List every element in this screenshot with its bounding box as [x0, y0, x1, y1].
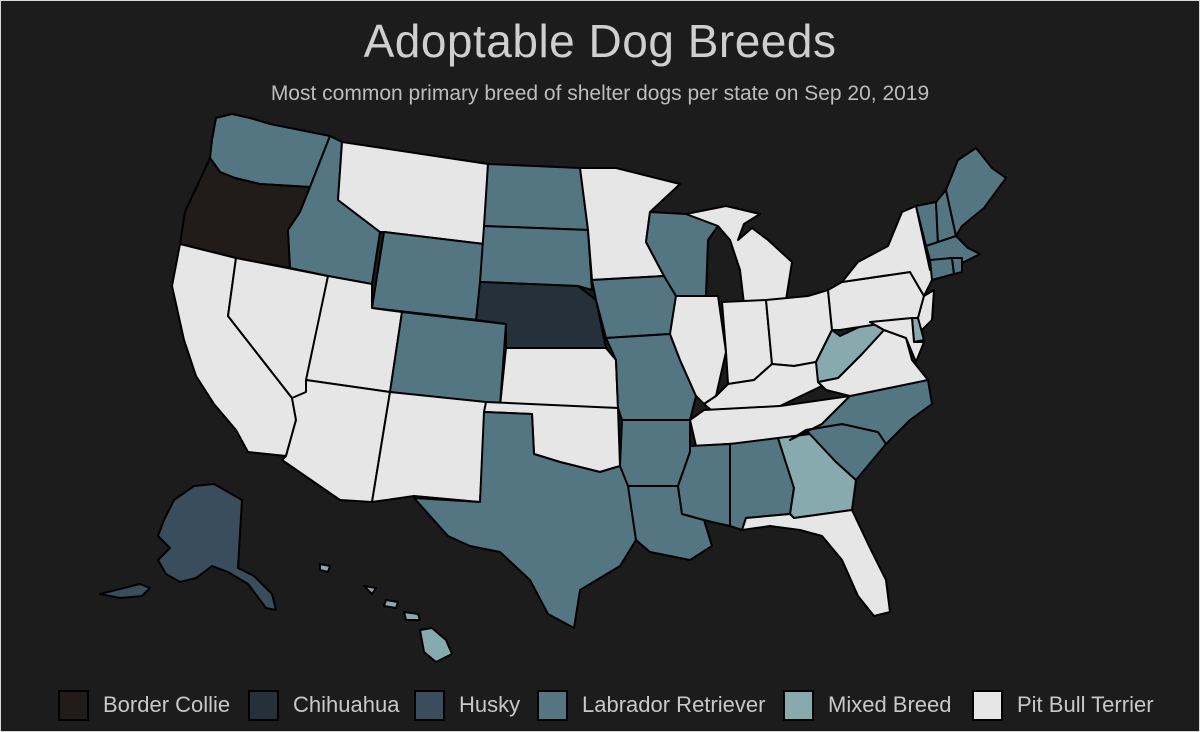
legend-swatch [972, 689, 1003, 721]
map-subtitle: Most common primary breed of shelter dog… [270, 82, 930, 105]
legend-swatch [414, 689, 445, 721]
state-ar [619, 419, 691, 487]
state-hi [319, 563, 453, 663]
state-fl [741, 509, 891, 617]
state-co [389, 311, 507, 407]
legend-item-labrador-retriever: Labrador Retriever [537, 688, 765, 722]
legend: Border Collie Chihuahua Husky Labrador R… [0, 680, 1200, 730]
legend-swatch [783, 689, 814, 721]
state-ak [99, 483, 277, 611]
state-nm [371, 391, 487, 503]
legend-item-mixed-breed: Mixed Breed [783, 688, 952, 722]
state-ia [591, 275, 677, 339]
legend-swatch [537, 689, 568, 721]
state-wy [371, 231, 485, 321]
map-title: Adoptable Dog Breeds [363, 15, 837, 67]
legend-item-pit-bull-terrier: Pit Bull Terrier [972, 688, 1154, 722]
state-mi [685, 205, 793, 305]
legend-swatch [248, 689, 279, 721]
state-ri [951, 257, 963, 275]
state-nd [483, 163, 589, 231]
state-sd [479, 225, 593, 291]
state-me [945, 147, 1007, 237]
state-tx [413, 411, 637, 629]
legend-label: Border Collie [103, 692, 231, 717]
legend-item-border-collie: Border Collie [58, 688, 230, 722]
legend-label: Pit Bull Terrier [1017, 692, 1154, 717]
legend-swatch [58, 689, 89, 721]
state-ct [929, 257, 955, 281]
state-nc [789, 379, 933, 445]
legend-label: Husky [459, 692, 521, 717]
legend-label: Labrador Retriever [582, 692, 766, 717]
legend-label: Chihuahua [293, 692, 400, 717]
state-az [281, 379, 391, 503]
state-ks [499, 347, 619, 409]
legend-item-husky: Husky [414, 688, 520, 722]
legend-item-chihuahua: Chihuahua [248, 688, 399, 722]
legend-label: Mixed Breed [828, 692, 952, 717]
state-md [869, 317, 925, 363]
